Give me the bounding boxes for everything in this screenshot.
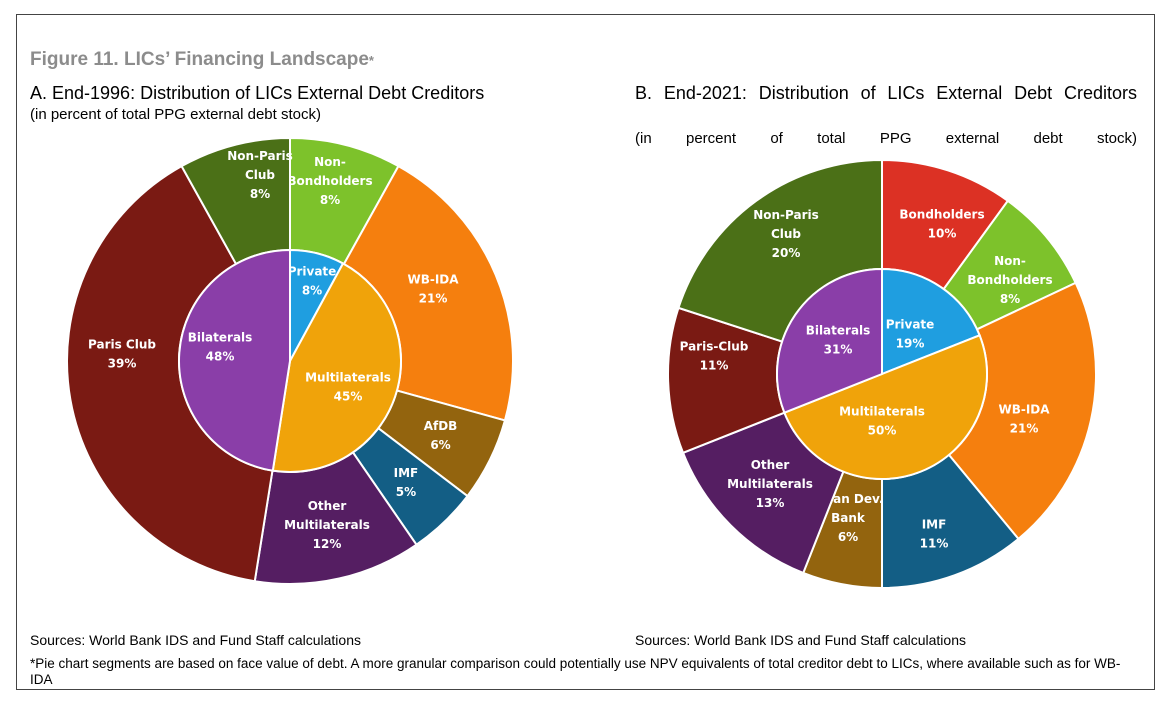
chart-b-outer-label-imf: IMF 11% xyxy=(920,518,949,551)
panel-b-title: B. End-2021: Distribution of LICs Extern… xyxy=(635,83,1137,103)
chart-b-inner-slice-private xyxy=(881,267,981,376)
chart-a-outer-label-afdb: AfDB 6% xyxy=(424,419,458,452)
chart-a-inner-label-bilaterals: Bilaterals 48% xyxy=(188,331,253,364)
chart-b-inner-label-private: Private 19% xyxy=(886,318,935,351)
panel-b-source: Sources: World Bank IDS and Fund Staff c… xyxy=(635,632,966,648)
chart-a-inner-label-private: Private 8% xyxy=(288,265,337,298)
chart-b-outer-label-wb-ida: WB-IDA 21% xyxy=(998,403,1050,436)
chart-a-inner-slice-bilaterals xyxy=(178,248,291,472)
panel-a-source: Sources: World Bank IDS and Fund Staff c… xyxy=(30,632,361,648)
panel-b-subtitle: (in percent of total PPG external debt s… xyxy=(635,130,1137,147)
chart-a-outer-label-other-multilaterals: Other Multilaterals 12% xyxy=(284,499,370,551)
chart-b-outer-label-non-bondholders: Non-Bondholders 8% xyxy=(967,254,1052,306)
chart-panel-a: Non-Bondholders 8% WB-IDA 21% AfDB 6%IMF 5% Oth… xyxy=(66,136,514,585)
chart-b-outer-label-bondholders: Bondholders 10% xyxy=(899,208,984,241)
chart-a-inner-slice-multilaterals xyxy=(271,262,402,473)
chart-b-outer-label-paris-club: Paris-Club 11% xyxy=(680,340,749,373)
chart-a-outer-label-wb-ida: WB-IDA 21% xyxy=(407,273,459,306)
chart-panel-b: Bondholders 10% Non-Bondholders 8% WB-IDA 21%… xyxy=(667,158,1097,590)
chart-a-inner-label-multilaterals: Multilaterals 45% xyxy=(305,371,391,404)
footnote: *Pie chart segments are based on face va… xyxy=(30,656,1121,687)
panel-a-title: A. End-1996: Distribution of LICs Extern… xyxy=(30,83,485,103)
chart-b-inner-slice-bilaterals xyxy=(776,267,883,414)
panel-a-subtitle: (in percent of total PPG external debt s… xyxy=(30,106,321,123)
chart-a-outer-label-paris-club: Paris Club 39% xyxy=(88,338,156,371)
chart-b-outer-label-non-paris-club: Non-Paris Club 20% xyxy=(753,208,819,260)
chart-a-outer-label-non-bondholders: Non-Bondholders 8% xyxy=(287,155,372,207)
chart-b-inner-slice-multilaterals xyxy=(783,334,988,480)
figure-title-mark: * xyxy=(368,53,374,68)
chart-b-inner-label-bilaterals: Bilaterals 31% xyxy=(806,324,871,357)
chart-a-outer-label-imf: IMF 5% xyxy=(394,466,419,499)
chart-b-outer-label-other-multilaterals: Other Multilaterals 13% xyxy=(727,458,813,510)
figure-title: Figure 11. LICs’ Financing Landscape* xyxy=(30,49,374,70)
figure-frame xyxy=(16,14,1155,690)
chart-b-inner-label-multilaterals: Multilaterals 50% xyxy=(839,405,925,438)
chart-a-outer-label-non-paris-club: Non-Paris Club 8% xyxy=(227,149,293,201)
